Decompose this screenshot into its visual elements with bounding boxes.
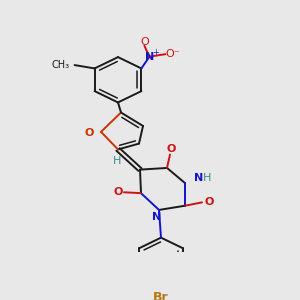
Text: O: O [140, 37, 149, 46]
Text: N: N [194, 173, 203, 183]
Text: H: H [113, 156, 121, 166]
Text: O⁻: O⁻ [165, 49, 180, 59]
Text: Br: Br [153, 291, 169, 300]
Text: +: + [152, 48, 159, 57]
Text: O: O [85, 128, 94, 138]
Text: O: O [113, 187, 123, 197]
Text: H: H [203, 173, 212, 183]
Text: O: O [166, 145, 176, 154]
Text: N: N [145, 52, 154, 62]
Text: N: N [152, 212, 162, 222]
Text: CH₃: CH₃ [52, 60, 70, 70]
Text: O: O [204, 197, 214, 207]
